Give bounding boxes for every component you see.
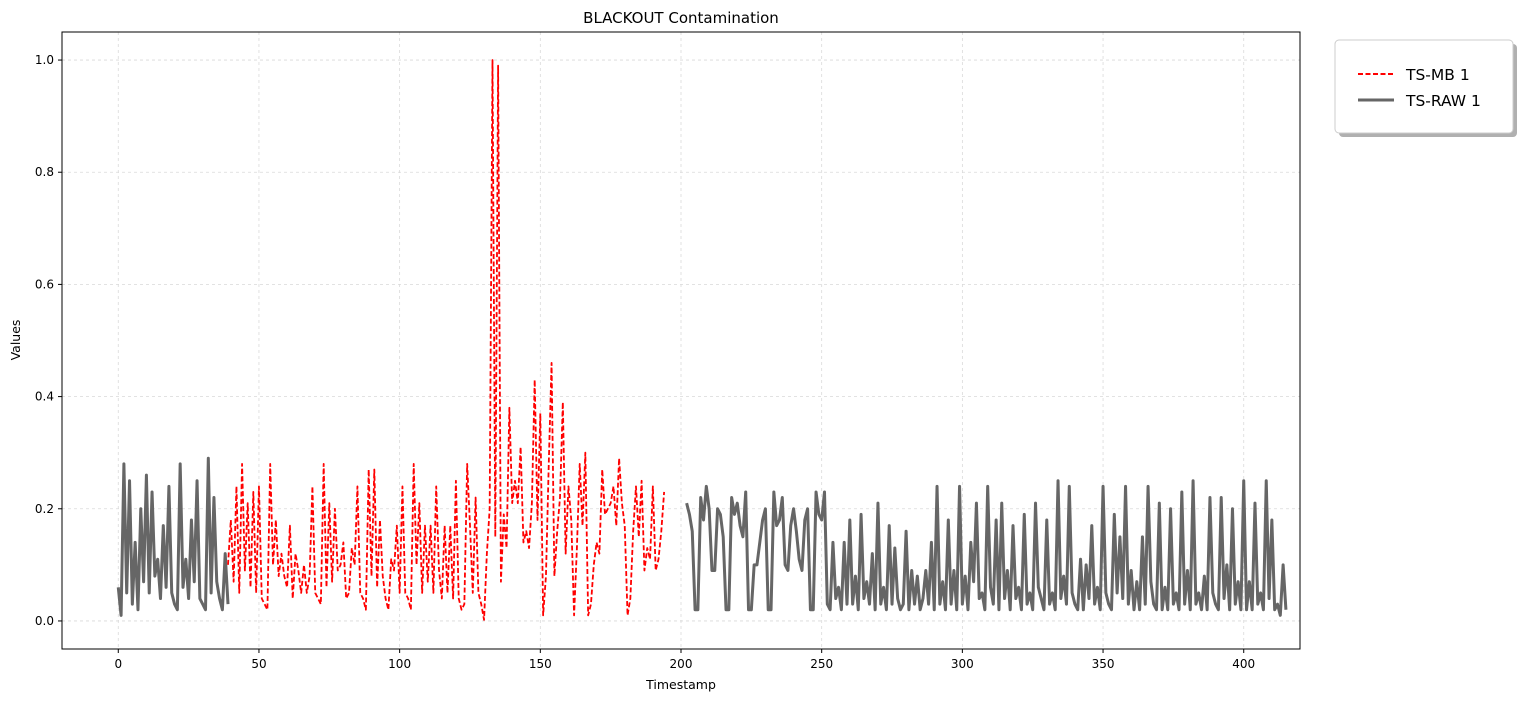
x-axis-label: Timestamp xyxy=(645,677,716,692)
legend-box xyxy=(1334,39,1514,134)
x-tick-label: 350 xyxy=(1092,657,1115,671)
y-tick-label: 0.6 xyxy=(35,277,54,291)
chart-title: BLACKOUT Contamination xyxy=(583,9,779,27)
x-tick-label: 400 xyxy=(1232,657,1255,671)
y-tick-label: 0.4 xyxy=(35,390,54,404)
x-tick-label: 150 xyxy=(529,657,552,671)
y-axis-label: Values xyxy=(8,320,23,361)
y-tick-label: 0.2 xyxy=(35,502,54,516)
series-layer xyxy=(116,59,1288,621)
series-line-ts-raw-1 xyxy=(116,456,1288,617)
x-tick-label: 250 xyxy=(810,657,833,671)
legend: TS-MB 1 TS-RAW 1 xyxy=(1334,39,1517,137)
y-tick-label: 0.0 xyxy=(35,614,54,628)
legend-label-ts-raw-1: TS-RAW 1 xyxy=(1405,92,1481,110)
x-tick-label: 200 xyxy=(670,657,693,671)
x-tick-label: 300 xyxy=(951,657,974,671)
y-tick-label: 0.8 xyxy=(35,165,54,179)
legend-label-ts-mb-1: TS-MB 1 xyxy=(1405,66,1470,84)
x-tick-label: 0 xyxy=(114,657,122,671)
series-line-ts-mb-1 xyxy=(227,59,666,621)
grid xyxy=(62,32,1300,649)
y-tick-label: 1.0 xyxy=(35,53,54,67)
x-tick-label: 100 xyxy=(388,657,411,671)
x-tick-label: 50 xyxy=(251,657,266,671)
ticks: 0 50 100 150 200 250 300 350 400 0.0 0.2 0.4 0.6 0.8 1… xyxy=(35,53,1255,671)
